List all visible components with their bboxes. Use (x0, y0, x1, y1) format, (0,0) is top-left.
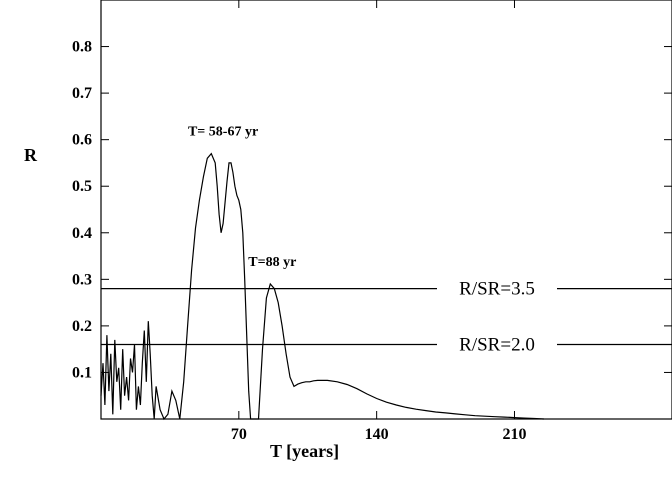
y-axis-ticks: 0.1 0.2 0.3 0.4 0.5 0.6 0.7 0.8 (72, 39, 672, 381)
plot-frame (100, 0, 672, 420)
x-tick-label: 70 (231, 426, 247, 443)
annotation-label: T=88 yr (248, 255, 296, 270)
y-tick-label: 0.7 (72, 85, 92, 102)
y-tick-label: 0.2 (72, 318, 92, 335)
x-tick-label: 210 (502, 426, 526, 443)
reference-lines: R/SR=3.5 R/SR=2.0 (101, 279, 672, 356)
y-axis-label: R (24, 145, 38, 165)
reference-line-label: R/SR=2.0 (459, 335, 535, 356)
x-axis-ticks: 70 140 210 (231, 0, 526, 443)
reference-line-label: R/SR=3.5 (459, 279, 535, 300)
y-tick-label: 0.6 (72, 132, 92, 149)
x-tick-label: 140 (365, 426, 389, 443)
y-tick-label: 0.3 (72, 271, 92, 288)
y-tick-label: 0.1 (72, 364, 92, 381)
x-axis-label: T [years] (270, 441, 339, 461)
y-tick-label: 0.4 (72, 225, 92, 242)
annotation-label: T= 58-67 yr (188, 125, 258, 140)
annotations: T= 58-67 yr T=88 yr (188, 125, 296, 270)
y-tick-label: 0.5 (72, 178, 92, 195)
y-tick-label: 0.8 (72, 39, 92, 56)
series-line (100, 152, 545, 421)
